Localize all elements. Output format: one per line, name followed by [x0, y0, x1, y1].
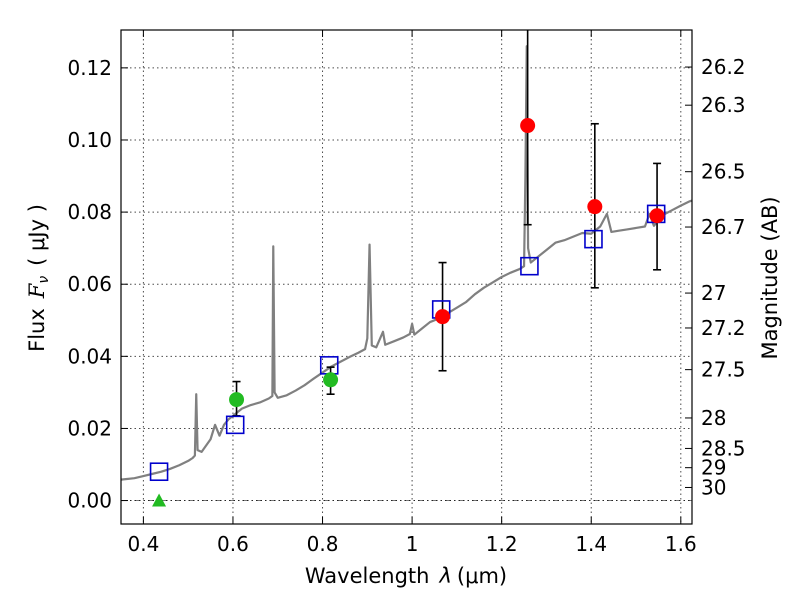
- x-axis-title-symbol: λ: [438, 564, 451, 588]
- y-axis-title-prefix: Flux: [25, 308, 49, 352]
- mag-tick-label-1: 26.3: [701, 93, 746, 117]
- x-tick-label-0: 0.4: [127, 532, 159, 556]
- mag-tick-label-5: 27.2: [701, 316, 746, 340]
- y-tick-label-2: 0.04: [67, 344, 112, 368]
- x-tick-label-6: 1.6: [665, 532, 697, 556]
- model-square-4: [520, 256, 539, 276]
- y-axis-title-subscript: ν: [36, 276, 52, 284]
- red-point-3: [649, 208, 665, 224]
- x-tick-label-4: 1.2: [486, 532, 518, 556]
- model-square-0: [149, 462, 169, 482]
- markers: [149, 118, 666, 507]
- red-point-1: [520, 118, 536, 134]
- x-tick-label-1: 0.6: [217, 532, 249, 556]
- x-tick-label-2: 0.8: [307, 532, 339, 556]
- y-tick-label-1: 0.02: [67, 416, 112, 440]
- spectrum-series: [120, 45, 693, 481]
- x-axis-title-unit: (μm): [457, 564, 507, 588]
- green-point-0: [229, 392, 245, 408]
- y-tick-label-3: 0.06: [67, 272, 112, 296]
- mag-tick-label-2: 26.5: [701, 160, 746, 184]
- tick-labels: 0.4 0.6 0.8 1 1.2 1.4 1.6 0.00 0.02 0.04 0.06 0.08 0…: [67, 55, 745, 556]
- y-tick-label-0: 0.00: [67, 489, 112, 513]
- y-axis-title-symbol: F: [25, 282, 49, 299]
- mag-tick-label-0: 26.2: [701, 55, 746, 79]
- mag-tick-label-6: 27.5: [701, 358, 746, 382]
- red-point-2: [587, 199, 603, 215]
- spectrum-line: [120, 45, 693, 481]
- model-square-1: [225, 415, 245, 435]
- axes: [120, 29, 693, 525]
- mag-tick-label-3: 26.7: [701, 215, 746, 239]
- green-triangle-0: [152, 493, 167, 507]
- grid: [121, 30, 692, 524]
- y-axis-title: Flux Fν ( μJy ): [25, 204, 52, 352]
- red-point-0: [435, 309, 451, 325]
- y2-axis-title: Magnitude (AB): [758, 196, 782, 359]
- model-square-5: [584, 229, 603, 249]
- y-tick-label-6: 0.12: [67, 56, 112, 80]
- errorbars: [232, 30, 662, 417]
- mag-tick-label-4: 27: [701, 281, 726, 305]
- plot-frame: [120, 29, 693, 525]
- mag-tick-label-9: 29: [701, 456, 726, 480]
- mag-tick-label-10: 30: [701, 475, 726, 499]
- y-axis-title-unit: ( μJy ): [25, 204, 49, 266]
- mag-tick-label-8: 28.5: [701, 436, 746, 460]
- x-tick-label-3: 1: [406, 532, 419, 556]
- x-tick-label-5: 1.4: [575, 532, 607, 556]
- y-tick-label-4: 0.08: [67, 200, 112, 224]
- x-axis-title-prefix: Wavelength: [305, 564, 430, 588]
- x-axis-title: Wavelength λ (μm): [305, 564, 507, 588]
- mag-tick-label-7: 28: [701, 406, 726, 430]
- y-tick-label-5: 0.10: [67, 128, 112, 152]
- green-point-1: [323, 372, 339, 388]
